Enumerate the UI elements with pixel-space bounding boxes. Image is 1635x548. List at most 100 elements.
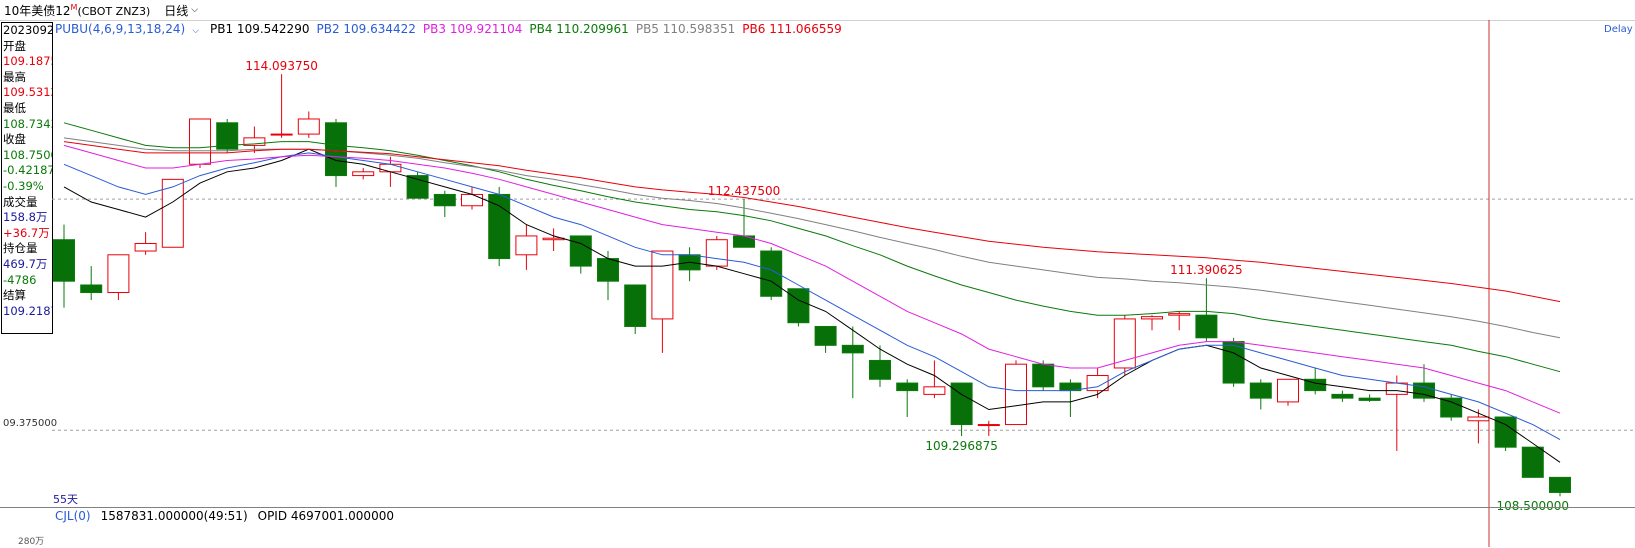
candle-body xyxy=(107,254,130,294)
instrument-name: 10年美债12 xyxy=(4,3,71,18)
info-item: -0.42187 xyxy=(3,163,53,178)
info-item: 最高 xyxy=(3,69,26,84)
indicator-value-pb5: PB5 110.598351 xyxy=(635,22,736,36)
info-item: 108.7500 xyxy=(3,147,53,162)
candle-body xyxy=(1277,378,1299,403)
candle-body xyxy=(379,163,402,173)
candle-body xyxy=(977,424,1000,427)
delay-label: Delay xyxy=(1604,24,1633,35)
candle-body xyxy=(1385,382,1408,395)
candle-body xyxy=(814,325,837,346)
candle-body xyxy=(1168,313,1191,316)
period-label: 日线 xyxy=(164,3,189,18)
info-item: 109.5312 xyxy=(3,85,53,100)
info-item: -0.39% xyxy=(3,178,44,193)
candle-body xyxy=(297,118,320,135)
candle-body xyxy=(624,284,647,327)
volume-pane xyxy=(0,507,1635,548)
indicator-legend: PUBU(4,6,9,13,18,24) ⌵ PB1 109.542290 PB2 … xyxy=(55,21,856,37)
candle-body xyxy=(923,386,946,395)
ma-line-2 xyxy=(63,152,1561,441)
price-annotation: 114.093750 xyxy=(245,59,318,73)
info-item: 成交量 xyxy=(3,194,38,209)
candle-body xyxy=(1331,393,1354,399)
candle-body xyxy=(1358,397,1381,401)
info-item: 最低 xyxy=(3,100,26,115)
candle-body xyxy=(352,171,375,177)
ma-line-5 xyxy=(63,137,1561,339)
info-item: 109.1875 xyxy=(3,54,53,69)
candle-body xyxy=(597,258,619,282)
y-axis-label: 09.375000 xyxy=(3,418,58,429)
candle-body xyxy=(80,284,103,294)
price-annotation: 111.390625 xyxy=(1170,263,1243,277)
candle-body xyxy=(433,193,456,207)
indicator-selector[interactable]: PUBU(4,6,9,13,18,24) ⌵ xyxy=(55,22,206,36)
candle-body xyxy=(705,239,728,267)
period-selector[interactable]: 日线 ⌵ xyxy=(164,2,198,19)
price-annotation: 109.296875 xyxy=(925,439,998,453)
candle-body xyxy=(869,359,891,380)
candle-body xyxy=(270,133,293,136)
candle-body xyxy=(950,382,973,426)
instrument-title: 10年美债12M(CBOT ZNZ3) xyxy=(4,2,150,19)
indicator-values: PB1 109.542290 PB2 109.634422 PB3 109.9211… xyxy=(210,22,849,36)
indicator-value-pb1: PB1 109.542290 xyxy=(210,22,310,36)
candle-body xyxy=(1086,375,1109,392)
candle-body xyxy=(515,235,538,256)
candle-body xyxy=(896,382,919,392)
candle-body xyxy=(1032,363,1055,388)
info-item: 持仓量 xyxy=(3,241,38,256)
candle-body xyxy=(461,193,483,207)
indicator-name: PUBU(4,6,9,13,18,24) xyxy=(55,22,186,36)
candle-body xyxy=(1113,318,1136,369)
instrument-symbol: (CBOT ZNZ3) xyxy=(77,4,151,18)
candle-body xyxy=(243,137,266,146)
indicator-value-pb6: PB6 111.066559 xyxy=(742,22,842,36)
indicator-value-pb4: PB4 110.209961 xyxy=(529,22,629,36)
info-item: -4786 xyxy=(3,272,37,287)
candle-body xyxy=(134,242,157,252)
info-item: 20230920 xyxy=(3,23,52,37)
volume-axis-label: 280万 xyxy=(18,537,45,547)
volume-indicator-name[interactable]: CJL(0) xyxy=(55,509,91,523)
candle-body xyxy=(488,193,511,260)
indicator-value-pb3: PB3 109.921104 xyxy=(422,22,523,36)
info-item: 469.7万 xyxy=(3,256,48,271)
volume-legend: CJL(0) 1587831.000000(49:51) OPID 469700… xyxy=(55,509,404,523)
title-bar: 10年美债12M(CBOT ZNZ3) 日线 ⌵ xyxy=(0,0,1635,21)
ma-line-3 xyxy=(63,144,1561,414)
chevron-down-icon: ⌵ xyxy=(191,5,199,15)
candle-body xyxy=(325,122,347,177)
candle-body xyxy=(1413,382,1435,399)
days-label: 55天 xyxy=(53,493,78,506)
candle-body xyxy=(1467,416,1490,422)
candle-body xyxy=(53,239,75,282)
instrument-suffix: M xyxy=(70,2,78,12)
candle-body xyxy=(1440,397,1463,418)
opid-value: OPID 4697001.000000 xyxy=(257,509,394,523)
price-annotation: 108.500000 xyxy=(1497,499,1570,513)
candle-body xyxy=(841,344,864,354)
candle-body xyxy=(787,288,810,324)
info-item: 开盘 xyxy=(3,38,26,53)
candle-body xyxy=(189,118,211,165)
indicator-value-pb2: PB2 109.634422 xyxy=(316,22,416,36)
candle-body xyxy=(1521,446,1544,478)
info-item: 109.2187 xyxy=(3,303,53,318)
ma-line-4 xyxy=(63,122,1561,373)
ma-line-1 xyxy=(63,148,1561,463)
candle-body xyxy=(1549,476,1571,493)
candle-body xyxy=(569,235,592,267)
candle-body xyxy=(651,250,674,320)
ma-line-6 xyxy=(63,141,1561,303)
candle-body xyxy=(216,122,239,150)
candle-body xyxy=(1195,314,1218,339)
info-item: 结算 xyxy=(3,288,26,303)
chevron-down-icon: ⌵ xyxy=(192,26,200,36)
candle-body xyxy=(1141,316,1163,320)
candle-body xyxy=(1005,363,1027,426)
price-annotation: 112.437500 xyxy=(708,184,781,198)
volume-value: 1587831.000000(49:51) xyxy=(100,509,248,523)
